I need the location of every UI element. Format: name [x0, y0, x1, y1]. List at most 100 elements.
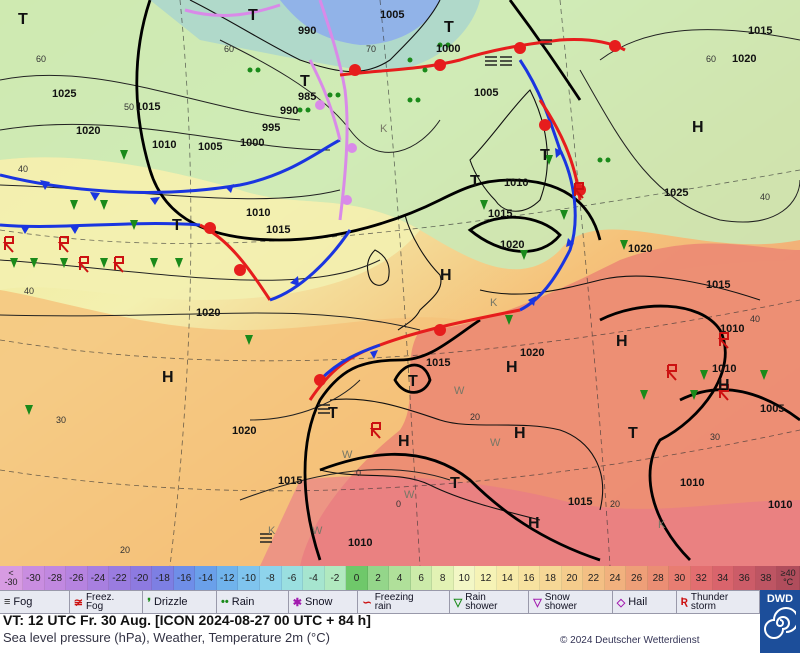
- bold-isobars: [135, 0, 800, 562]
- scale-cell: 34: [712, 566, 735, 590]
- scale-cell: -2: [324, 566, 347, 590]
- precipitation-symbols: [10, 42, 768, 415]
- highs-lows: H H H H H H H H H T T T T T T T T T T T: [18, 7, 730, 532]
- high-pressure-marker: H: [616, 333, 628, 350]
- scale-min-label: -30: [4, 577, 18, 587]
- scale-cell: -8: [260, 566, 282, 590]
- legend-label: Rain: [231, 596, 255, 608]
- isotherm-label: 60: [224, 44, 234, 54]
- pressure-label: 1025: [664, 187, 688, 199]
- pressure-label: 1020: [520, 347, 544, 359]
- high-pressure-marker: H: [398, 433, 410, 450]
- pressure-label: 1015: [426, 357, 450, 369]
- pressure-label: 995: [262, 122, 280, 134]
- scale-cell: -28: [44, 566, 67, 590]
- isotherm-label: 50: [124, 102, 134, 112]
- pressure-label: 985: [298, 91, 316, 103]
- dwd-logo: DWD: [760, 590, 800, 653]
- pressure-label: 1020: [500, 239, 524, 251]
- legend-label: Rain shower: [465, 592, 498, 612]
- weather-letter: K: [658, 519, 666, 531]
- scale-cell: 36: [734, 566, 756, 590]
- pressure-label: 1015: [568, 496, 592, 508]
- legend-label: Fog: [13, 596, 33, 608]
- scale-cell: 8: [432, 566, 454, 590]
- pressure-label: 990: [280, 105, 298, 117]
- high-pressure-marker: H: [692, 119, 704, 136]
- scale-cell: -16: [173, 566, 196, 590]
- weather-legend: ≡ Fog ≆ Freez. Fog ❜ Drizzle •• Rain ✱ Snow ∽ Freez…: [0, 590, 761, 614]
- legend-label: Snow: [304, 596, 333, 608]
- low-pressure-marker: T: [470, 173, 480, 190]
- isotherm-label: 40: [760, 192, 770, 202]
- isotherm-label: 20: [470, 412, 480, 422]
- pressure-label: 1015: [136, 101, 160, 113]
- legend-item: ▽ Snow shower: [529, 591, 613, 613]
- scale-cell: 30: [669, 566, 691, 590]
- legend-item: ✱ Snow: [289, 591, 359, 613]
- scale-cell: -26: [66, 566, 88, 590]
- high-pressure-marker: H: [440, 267, 452, 284]
- copyright: © 2024 Deutscher Wetterdienst: [560, 635, 700, 646]
- rain-shower-icon: ▽: [453, 596, 463, 609]
- scale-cell: -14: [195, 566, 217, 590]
- pressure-label: 1010: [720, 323, 744, 335]
- snow-icon: ✱: [292, 596, 302, 609]
- weather-map: 1005 990 1000 1015 1020 1025 1015 1020 1005 1010 1…: [0, 0, 800, 566]
- pressure-label: 1010: [768, 499, 792, 511]
- scale-cell: 6: [410, 566, 433, 590]
- low-pressure-marker: T: [172, 217, 182, 234]
- legend-item: •• Rain: [217, 591, 289, 613]
- high-pressure-marker: H: [162, 369, 174, 386]
- legend-item: ❜ Drizzle: [143, 591, 218, 613]
- weather-letter: W: [312, 525, 323, 537]
- scale-min-cell: < -30: [0, 566, 23, 590]
- pressure-label: 990: [298, 25, 316, 37]
- pressure-label: 1010: [504, 177, 528, 189]
- pressure-label: 1015: [266, 224, 290, 236]
- legend-label: Hail: [628, 596, 648, 608]
- pressure-label: 1015: [488, 208, 512, 220]
- scale-cell: 0: [346, 566, 368, 590]
- pressure-label: 1000: [436, 43, 460, 55]
- isotherm-labels: 60 50 60 40 70 30 40 60 40 20 20 30 40 0 0 20: [18, 44, 770, 555]
- isotherm-label: 0: [396, 499, 401, 509]
- pressure-label: 1020: [628, 243, 652, 255]
- scale-cell: 38: [755, 566, 778, 590]
- low-pressure-marker: T: [300, 73, 310, 90]
- pressure-label: 1005: [474, 87, 498, 99]
- low-pressure-marker: T: [248, 7, 258, 24]
- pressure-label: 1010: [152, 139, 176, 151]
- scale-max-cell: ≥40 °C: [777, 566, 800, 590]
- scale-cell: 26: [626, 566, 648, 590]
- pressure-label: 1015: [706, 279, 730, 291]
- legend-item: ≡ Fog: [0, 591, 70, 613]
- map-description: Sea level pressure (hPa), Weather, Tempe…: [3, 630, 330, 645]
- low-pressure-marker: T: [444, 19, 454, 36]
- isotherm-label: 20: [610, 499, 620, 509]
- isotherm-label: 60: [706, 54, 716, 64]
- scale-cell: -30: [23, 566, 45, 590]
- high-pressure-marker: H: [514, 425, 526, 442]
- legend-label: Freez. Fog: [85, 592, 115, 612]
- high-pressure-marker: H: [506, 359, 518, 376]
- drizzle-icon: ❜: [147, 596, 151, 609]
- high-pressure-marker: H: [528, 515, 540, 532]
- scale-cell: 20: [561, 566, 584, 590]
- weather-letter: W: [342, 449, 353, 461]
- scale-cell: -4: [303, 566, 325, 590]
- isobars: [0, 29, 800, 501]
- scale-cell: 22: [583, 566, 605, 590]
- scale-max-label: ≥40: [780, 568, 796, 578]
- low-pressure-marker: T: [18, 11, 28, 28]
- isotherm-label: 30: [710, 432, 720, 442]
- scale-cell: 2: [367, 566, 390, 590]
- thunderstorm-icon: Ʀ: [680, 596, 688, 608]
- weather-letter: W: [490, 437, 501, 449]
- pressure-label: 1015: [748, 25, 772, 37]
- high-pressure-marker: H: [718, 377, 730, 394]
- dwd-logo-text: DWD: [766, 593, 794, 605]
- isotherm-label: 40: [24, 286, 34, 296]
- spiral-icon: [764, 607, 796, 639]
- pressure-label: 1020: [732, 53, 756, 65]
